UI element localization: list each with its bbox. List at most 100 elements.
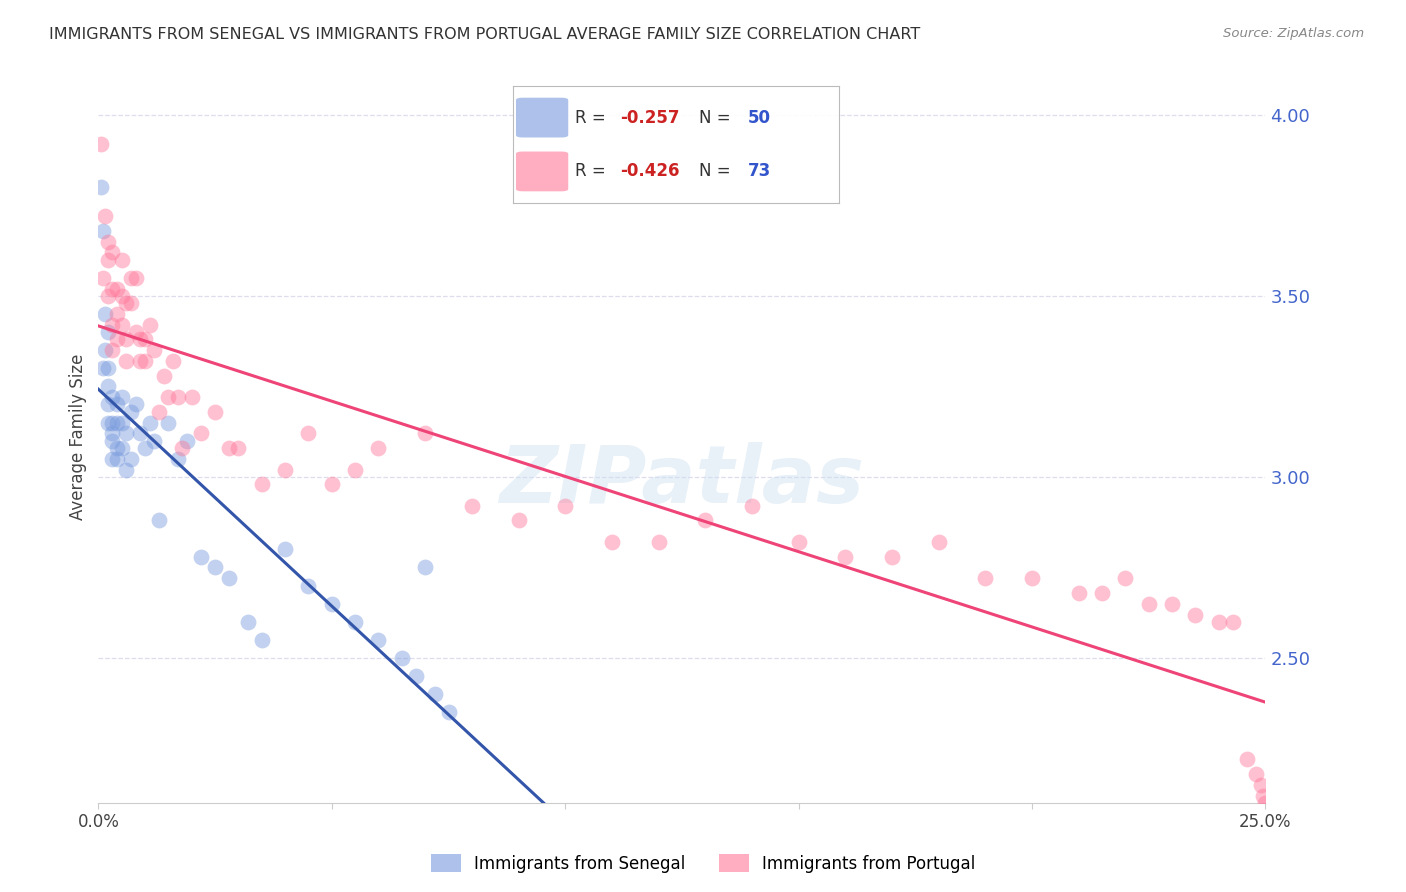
- Point: [111, 289, 134, 303]
- Point: [105, 307, 128, 321]
- Point: [115, 426, 138, 441]
- Point: [97, 361, 120, 376]
- Point: [97, 252, 120, 267]
- Point: [1250, 778, 1272, 792]
- Point: [105, 416, 128, 430]
- Point: [405, 669, 427, 683]
- Point: [600, 535, 623, 549]
- Point: [157, 390, 180, 404]
- Point: [101, 434, 124, 448]
- Point: [148, 513, 170, 527]
- Point: [120, 270, 142, 285]
- Point: [125, 270, 148, 285]
- Point: [134, 354, 156, 368]
- Point: [190, 426, 212, 441]
- Point: [90, 180, 112, 194]
- Point: [218, 571, 240, 585]
- Point: [250, 477, 273, 491]
- Point: [880, 549, 903, 564]
- Point: [139, 318, 162, 332]
- Point: [162, 354, 184, 368]
- Point: [423, 687, 446, 701]
- Point: [166, 390, 188, 404]
- Point: [97, 325, 120, 339]
- Point: [111, 252, 134, 267]
- Text: Source: ZipAtlas.com: Source: ZipAtlas.com: [1223, 27, 1364, 40]
- Point: [91, 270, 114, 285]
- Point: [236, 615, 259, 629]
- Point: [297, 426, 319, 441]
- Point: [97, 379, 120, 393]
- Point: [741, 499, 763, 513]
- Point: [101, 245, 124, 260]
- Point: [204, 405, 226, 419]
- Point: [115, 296, 138, 310]
- Point: [139, 416, 162, 430]
- Point: [218, 441, 240, 455]
- Point: [105, 397, 128, 411]
- Text: IMMIGRANTS FROM SENEGAL VS IMMIGRANTS FROM PORTUGAL AVERAGE FAMILY SIZE CORRELAT: IMMIGRANTS FROM SENEGAL VS IMMIGRANTS FR…: [49, 27, 921, 42]
- Point: [91, 361, 114, 376]
- Point: [105, 332, 128, 346]
- Point: [97, 289, 120, 303]
- Point: [413, 426, 436, 441]
- Point: [190, 549, 212, 564]
- Point: [94, 209, 117, 223]
- Y-axis label: Average Family Size: Average Family Size: [69, 354, 87, 520]
- Point: [94, 307, 117, 321]
- Point: [105, 282, 128, 296]
- Point: [1251, 789, 1274, 803]
- Point: [1222, 615, 1244, 629]
- Point: [115, 354, 138, 368]
- Point: [1114, 571, 1136, 585]
- Point: [125, 397, 148, 411]
- Point: [367, 441, 389, 455]
- Point: [111, 390, 134, 404]
- Legend: Immigrants from Senegal, Immigrants from Portugal: Immigrants from Senegal, Immigrants from…: [425, 847, 981, 880]
- Point: [115, 463, 138, 477]
- Point: [508, 513, 530, 527]
- Point: [91, 224, 114, 238]
- Point: [134, 332, 156, 346]
- Point: [1021, 571, 1043, 585]
- Point: [787, 535, 810, 549]
- Point: [367, 632, 389, 647]
- Point: [180, 390, 202, 404]
- Point: [176, 434, 198, 448]
- Point: [297, 578, 319, 592]
- Point: [94, 343, 117, 358]
- Point: [344, 463, 367, 477]
- Point: [101, 390, 124, 404]
- Point: [695, 513, 717, 527]
- Point: [391, 651, 413, 665]
- Point: [143, 343, 166, 358]
- Point: [250, 632, 273, 647]
- Point: [120, 296, 142, 310]
- Point: [321, 477, 343, 491]
- Point: [166, 451, 188, 466]
- Point: [125, 325, 148, 339]
- Point: [1137, 597, 1160, 611]
- Point: [90, 136, 112, 151]
- Point: [413, 560, 436, 574]
- Point: [129, 332, 152, 346]
- Point: [437, 706, 460, 720]
- Point: [928, 535, 950, 549]
- Point: [97, 397, 120, 411]
- Point: [152, 368, 174, 383]
- Point: [834, 549, 856, 564]
- Point: [105, 441, 128, 455]
- Point: [101, 426, 124, 441]
- Point: [101, 282, 124, 296]
- Point: [228, 441, 250, 455]
- Point: [554, 499, 576, 513]
- Point: [157, 416, 180, 430]
- Point: [111, 416, 134, 430]
- Point: [1208, 615, 1230, 629]
- Point: [97, 235, 120, 249]
- Point: [111, 441, 134, 455]
- Point: [1236, 752, 1258, 766]
- Point: [115, 332, 138, 346]
- Point: [1067, 586, 1090, 600]
- Point: [129, 426, 152, 441]
